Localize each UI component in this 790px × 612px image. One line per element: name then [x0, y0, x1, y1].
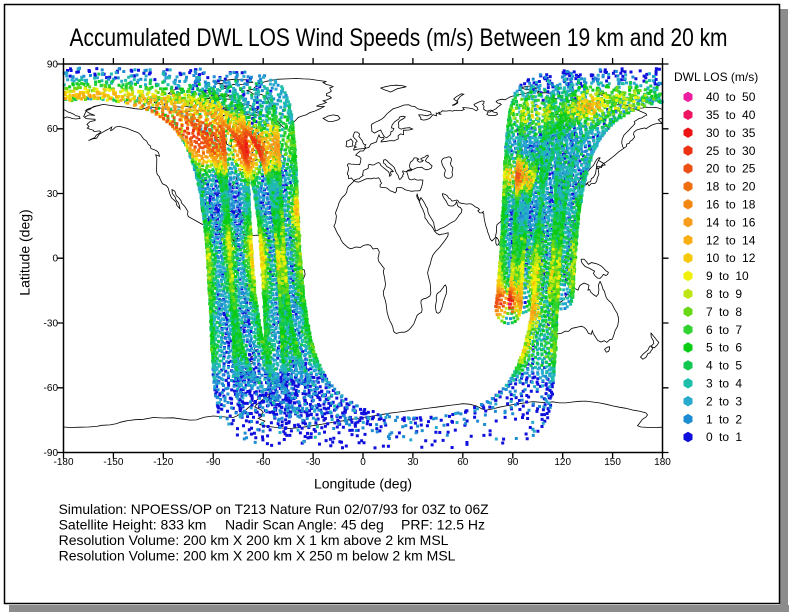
svg-text:40 to 50: 40 to 50 [706, 90, 756, 104]
svg-text:0 to 1: 0 to 1 [706, 430, 742, 444]
svg-text:-90: -90 [44, 448, 59, 459]
svg-text:-30: -30 [44, 318, 59, 329]
svg-text:DWL LOS (m/s): DWL LOS (m/s) [674, 70, 758, 84]
svg-text:20 to 25: 20 to 25 [706, 162, 756, 176]
svg-text:6 to 7: 6 to 7 [706, 323, 742, 337]
svg-text:60: 60 [457, 457, 469, 468]
svg-text:14 to 16: 14 to 16 [706, 215, 756, 229]
svg-text:PRF: 12.5 Hz: PRF: 12.5 Hz [401, 517, 485, 533]
svg-text:1 to 2: 1 to 2 [706, 412, 742, 426]
svg-text:-60: -60 [44, 383, 59, 394]
svg-text:0: 0 [360, 457, 366, 468]
svg-text:35 to 40: 35 to 40 [706, 108, 756, 122]
svg-text:25 to 30: 25 to 30 [706, 144, 756, 158]
svg-text:-180: -180 [53, 457, 73, 468]
svg-text:Longitude (deg): Longitude (deg) [314, 476, 412, 492]
svg-text:Latitude (deg): Latitude (deg) [17, 209, 33, 295]
svg-text:Satellite Height: 833 km: Satellite Height: 833 km [59, 517, 207, 533]
svg-text:12 to 14: 12 to 14 [706, 233, 756, 247]
svg-text:Resolution Volume: 200 km X 20: Resolution Volume: 200 km X 200 km X 1 k… [59, 532, 449, 548]
svg-text:8 to 9: 8 to 9 [706, 287, 742, 301]
svg-text:16 to 18: 16 to 18 [706, 198, 756, 212]
svg-text:30: 30 [47, 189, 59, 200]
svg-text:18 to 20: 18 to 20 [706, 180, 756, 194]
svg-text:10 to 12: 10 to 12 [706, 251, 756, 265]
svg-text:-120: -120 [153, 457, 173, 468]
svg-text:-150: -150 [103, 457, 123, 468]
svg-text:2 to 3: 2 to 3 [706, 394, 742, 408]
svg-text:0: 0 [52, 254, 58, 265]
svg-text:-30: -30 [306, 457, 321, 468]
svg-text:90: 90 [47, 59, 59, 70]
svg-text:Nadir Scan Angle: 45 deg: Nadir Scan Angle: 45 deg [225, 517, 384, 533]
svg-text:7 to 8: 7 to 8 [706, 305, 742, 319]
svg-text:Accumulated DWL LOS Wind Speed: Accumulated DWL LOS Wind Speeds (m/s) Be… [70, 24, 728, 52]
svg-text:9 to 10: 9 to 10 [706, 269, 749, 283]
svg-text:150: 150 [604, 457, 621, 468]
svg-text:30 to 35: 30 to 35 [706, 126, 756, 140]
svg-text:4 to 5: 4 to 5 [706, 359, 742, 373]
svg-text:Resolution Volume: 200 km X 20: Resolution Volume: 200 km X 200 km X 250… [59, 548, 456, 564]
svg-text:60: 60 [47, 124, 59, 135]
svg-text:120: 120 [554, 457, 571, 468]
svg-text:3 to 4: 3 to 4 [706, 377, 742, 391]
svg-text:-90: -90 [206, 457, 221, 468]
svg-text:180: 180 [654, 457, 671, 468]
svg-text:5 to 6: 5 to 6 [706, 341, 742, 355]
svg-text:90: 90 [507, 457, 519, 468]
svg-text:Simulation: NPOESS/OP on T213: Simulation: NPOESS/OP on T213 Nature Run… [59, 501, 489, 517]
svg-text:30: 30 [407, 457, 419, 468]
svg-text:-60: -60 [256, 457, 271, 468]
